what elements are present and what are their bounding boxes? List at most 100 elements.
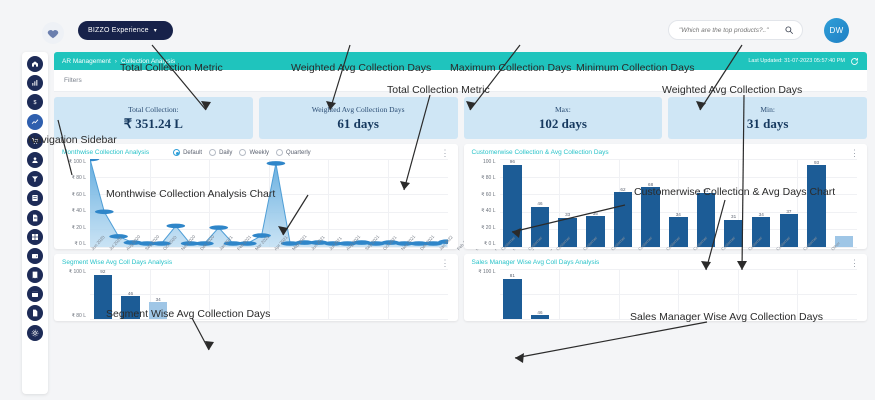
sidebar-item-filter[interactable] (27, 171, 43, 188)
granularity-radio-group[interactable]: Default Daily Weekly Quarterly (173, 149, 311, 156)
gridline-vertical (678, 269, 680, 319)
sidebar-item-currency[interactable]: $ (27, 94, 43, 111)
bar[interactable] (641, 187, 660, 247)
bar[interactable] (724, 219, 743, 247)
bar-column (339, 269, 365, 319)
sidebar-item-calendar[interactable] (27, 286, 43, 303)
bar-value-label: 34 (675, 211, 681, 217)
bar-column[interactable]: 34 (748, 159, 774, 247)
sidebar-item-home[interactable] (27, 56, 43, 72)
refresh-icon[interactable] (850, 57, 859, 66)
bar-column[interactable]: 34 (145, 269, 171, 319)
bar-column[interactable]: 81 (500, 269, 526, 319)
navigation-sidebar[interactable]: $ (22, 52, 48, 394)
plot-area: 92 46 34 (90, 269, 448, 320)
panel-sales-manager-wise-avg-coll-days: Sales Manager Wise Avg Coll Days Analysi… (463, 254, 867, 321)
bar[interactable] (779, 214, 799, 247)
gridline-vertical (737, 269, 739, 319)
radio-weekly[interactable]: Weekly (239, 149, 269, 156)
sidebar-item-receipt[interactable] (27, 267, 43, 284)
gridline-horizontal (90, 247, 448, 248)
gridline-vertical (559, 269, 561, 319)
bar-column[interactable]: 34 (665, 159, 691, 247)
sidebar-item-document[interactable] (27, 305, 43, 322)
kpi-min-collection-days: Min: 31 days (668, 97, 867, 139)
sidebar-item-cart[interactable] (27, 132, 43, 149)
sidebar-item-users[interactable] (27, 151, 43, 168)
search-icon[interactable] (784, 25, 794, 35)
radio-dot-icon[interactable] (173, 149, 181, 156)
bar-column[interactable]: 31 (721, 159, 747, 247)
bar-column (804, 269, 830, 319)
bar-column (173, 269, 199, 319)
gridline-vertical (559, 159, 561, 247)
radio-dot-icon[interactable] (239, 149, 247, 156)
radio-dot-icon[interactable] (209, 149, 217, 156)
sidebar-item-settings[interactable] (27, 324, 43, 341)
kpi-value: 31 days (746, 115, 789, 131)
y-tick-label: ₹ 100 L (68, 159, 86, 165)
panel-header: Monthwise Collection Analysis Default Da… (62, 147, 450, 158)
panel-title: Monthwise Collection Analysis (62, 149, 150, 156)
kebab-menu-icon[interactable]: ⋮ (850, 147, 859, 158)
radio-dot-icon[interactable] (276, 149, 283, 156)
bar[interactable] (121, 296, 140, 319)
sidebar-item-wallet[interactable] (27, 247, 43, 264)
search-box[interactable] (668, 20, 803, 40)
breadcrumb-meta: Last Updated: 31-07-2023 05:57:40 PM (748, 57, 859, 66)
filters-bar[interactable]: Filters (54, 70, 867, 92)
kebab-menu-icon[interactable]: ⋮ (850, 257, 859, 268)
y-axis-labels: ₹ 100 L (472, 269, 498, 319)
y-tick-label: ₹ 40 L (71, 208, 86, 215)
org-selector-pill[interactable]: BIZZO Experience ▾ (78, 21, 173, 40)
kpi-total-collection: Total Collection: ₹ 351.24 L (54, 97, 253, 139)
radio-default[interactable]: Default (173, 149, 202, 156)
y-tick-label: ₹ 0 L (483, 240, 496, 247)
bar[interactable] (503, 278, 522, 319)
kebab-menu-icon[interactable]: ⋮ (440, 257, 450, 268)
sidebar-item-grid[interactable] (27, 228, 43, 245)
bar[interactable] (148, 302, 168, 319)
bar[interactable] (530, 315, 550, 319)
chart-row-bottom: Segment Wise Avg Coll Days Analysis ⋮ ₹ … (54, 254, 867, 321)
bar-value-label: 35 (592, 210, 598, 216)
radio-daily[interactable]: Daily (209, 149, 232, 156)
org-selector-label: BIZZO Experience (88, 27, 149, 34)
bar[interactable] (807, 165, 826, 247)
sidebar-item-reports[interactable] (27, 190, 43, 207)
avatar[interactable]: DW (824, 18, 849, 43)
search-input[interactable] (677, 25, 784, 35)
bar-column[interactable]: 68 (638, 159, 664, 247)
bar[interactable] (93, 274, 113, 319)
bar-value-label: 37 (786, 208, 792, 214)
bar[interactable] (669, 217, 688, 247)
bar-value-label: 68 (648, 181, 654, 187)
bar-column (228, 269, 254, 319)
radio-quarterly[interactable]: Quarterly (276, 149, 311, 156)
kpi-label: Max: (554, 104, 571, 114)
app-logo-icon[interactable] (42, 22, 64, 44)
breadcrumb-current: Collection Analysis (120, 57, 176, 65)
sidebar-item-invoice[interactable] (27, 209, 43, 226)
bar-column[interactable]: 92 (90, 269, 116, 319)
bar-value-label: 46 (537, 201, 543, 207)
sidebar-item-trend[interactable] (27, 113, 43, 130)
bar-column[interactable]: 46 (118, 269, 144, 319)
sidebar-item-analytics[interactable] (27, 75, 43, 92)
bar-column[interactable] (831, 159, 857, 247)
gridline-vertical (797, 159, 799, 247)
bar-column (256, 269, 282, 319)
bar-column[interactable]: 46 (527, 269, 553, 319)
y-tick-label: ₹ 100 L (478, 269, 496, 275)
bar[interactable] (834, 236, 854, 247)
kebab-menu-icon[interactable]: ⋮ (440, 147, 450, 158)
panel-title: Sales Manager Wise Avg Coll Days Analysi… (471, 259, 600, 266)
bar-column (721, 269, 747, 319)
bar-column[interactable]: 93 (804, 159, 830, 247)
gridline-vertical (328, 269, 330, 319)
bar[interactable] (752, 217, 771, 247)
bar-column[interactable]: 37 (776, 159, 802, 247)
receipt-icon (32, 271, 38, 279)
breadcrumb-root[interactable]: AR Management (62, 57, 111, 65)
